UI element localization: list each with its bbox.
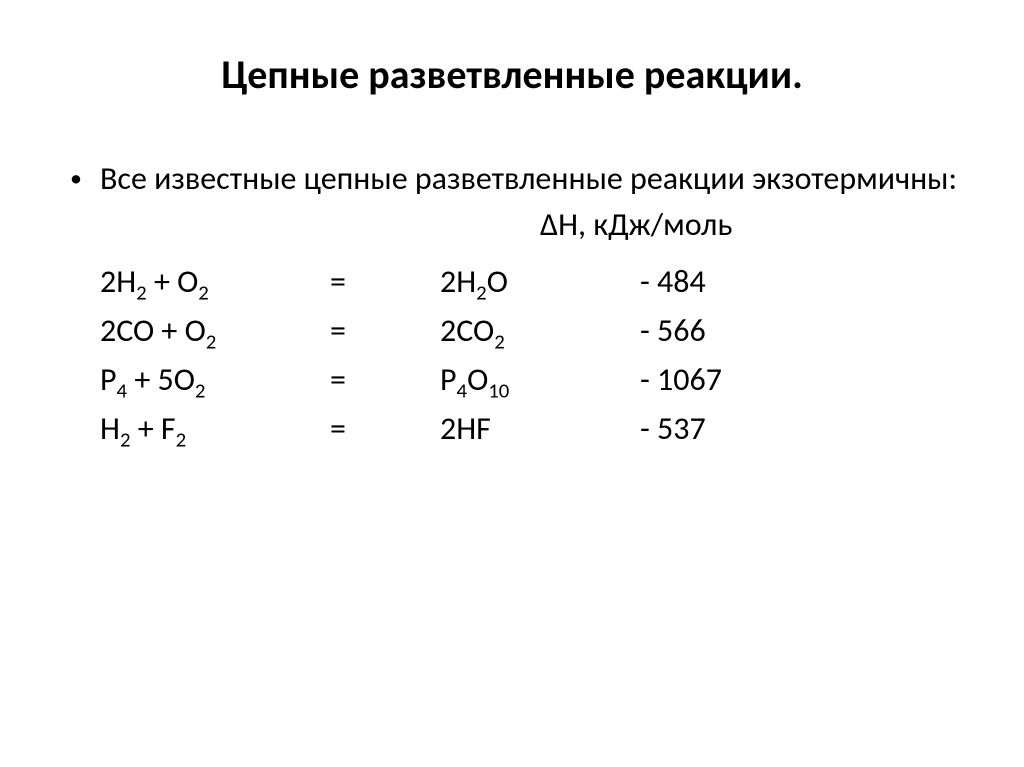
reaction-deltaH: - 566 <box>640 311 760 350</box>
reactions-table: 2H2 + O2=2H2O- 4842CO + O2=2CO2- 566P4 +… <box>60 262 964 448</box>
reaction-lhs: 2CO + O2 <box>100 311 330 350</box>
reaction-deltaH: - 1067 <box>640 360 760 399</box>
reaction-deltaH: - 484 <box>640 262 760 301</box>
reaction-lhs: 2H2 + O2 <box>100 262 330 301</box>
reaction-product: 2CO2 <box>440 311 640 350</box>
reaction-row: 2CO + O2=2CO2- 566 <box>60 311 964 350</box>
reaction-eq: = <box>330 262 440 301</box>
intro-bullet-row: • Все известные цепные разветвленные реа… <box>60 159 964 199</box>
reaction-deltaH: - 537 <box>640 409 760 448</box>
reaction-product: 2H2O <box>440 262 640 301</box>
reaction-product: P4O10 <box>440 360 640 399</box>
reaction-eq: = <box>330 311 440 350</box>
slide-title: Цепные разветвленные реакции. <box>60 50 964 99</box>
reaction-row: H2 + F2=2HF- 537 <box>60 409 964 448</box>
reaction-lhs: H2 + F2 <box>100 409 330 448</box>
reaction-lhs: P4 + 5O2 <box>100 360 330 399</box>
reaction-eq: = <box>330 360 440 399</box>
reaction-eq: = <box>330 409 440 448</box>
bullet-dot-icon: • <box>60 159 100 194</box>
reaction-row: P4 + 5O2=P4O10- 1067 <box>60 360 964 399</box>
reaction-product: 2HF <box>440 409 640 448</box>
reaction-row: 2H2 + O2=2H2O- 484 <box>60 262 964 301</box>
slide: Цепные разветвленные реакции. • Все изве… <box>0 0 1024 767</box>
delta-h-label: ΔH, кДж/моль <box>60 205 964 244</box>
intro-text: Все известные цепные разветвленные реакц… <box>100 159 957 199</box>
